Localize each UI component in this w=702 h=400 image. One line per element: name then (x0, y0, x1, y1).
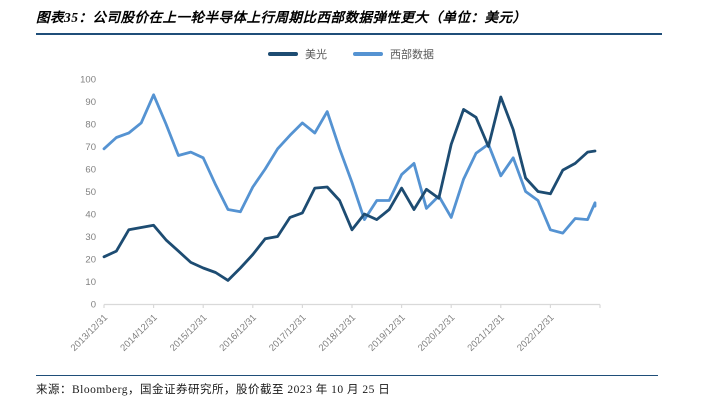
x-axis-label: 2020/12/31 (416, 312, 457, 353)
x-axis-label: 2018/12/31 (317, 312, 358, 353)
western-digital-line (102, 93, 597, 235)
y-axis-label: 60 (85, 165, 96, 176)
x-axis-label: 2022/12/31 (515, 312, 556, 353)
y-axis-label: 70 (85, 142, 96, 153)
y-axis-label: 40 (85, 210, 96, 221)
x-axis-label: 2016/12/31 (218, 312, 259, 353)
x-axis-label: 2015/12/31 (168, 312, 209, 353)
micron-line (102, 95, 597, 282)
x-axis-label: 2013/12/31 (69, 312, 110, 353)
y-axis-label: 0 (91, 300, 96, 311)
page-title: 图表35：公司股价在上一轮半导体上行周期比西部数据弹性更大（单位：美元） (36, 6, 662, 35)
y-axis-label: 50 (85, 187, 96, 198)
legend-item-micron[interactable]: 美光 (268, 46, 327, 62)
micron-legend-label: 美光 (305, 49, 327, 61)
western-digital-legend-label: 西部数据 (390, 49, 434, 61)
x-axis-label: 2021/12/31 (466, 312, 507, 353)
x-axis-label: 2017/12/31 (267, 312, 308, 353)
y-axis-label: 80 (85, 120, 96, 131)
x-axis-label: 2019/12/31 (366, 312, 407, 353)
legend-item-western-digital[interactable]: 西部数据 (353, 46, 434, 62)
y-axis-label: 30 (85, 232, 96, 243)
source-note: 来源：Bloomberg，国金证券研究所，股价截至 2023 年 10 月 25… (36, 375, 658, 397)
x-axis-label: 2014/12/31 (118, 312, 159, 353)
micron-legend-swatch (268, 52, 298, 56)
y-axis-label: 10 (85, 277, 96, 288)
y-axis-label: 20 (85, 255, 96, 266)
y-axis-label: 90 (85, 97, 96, 108)
chart-legend: 美光 西部数据 (0, 46, 702, 62)
western-digital-legend-swatch (353, 52, 383, 56)
y-axis-label: 100 (80, 75, 96, 86)
